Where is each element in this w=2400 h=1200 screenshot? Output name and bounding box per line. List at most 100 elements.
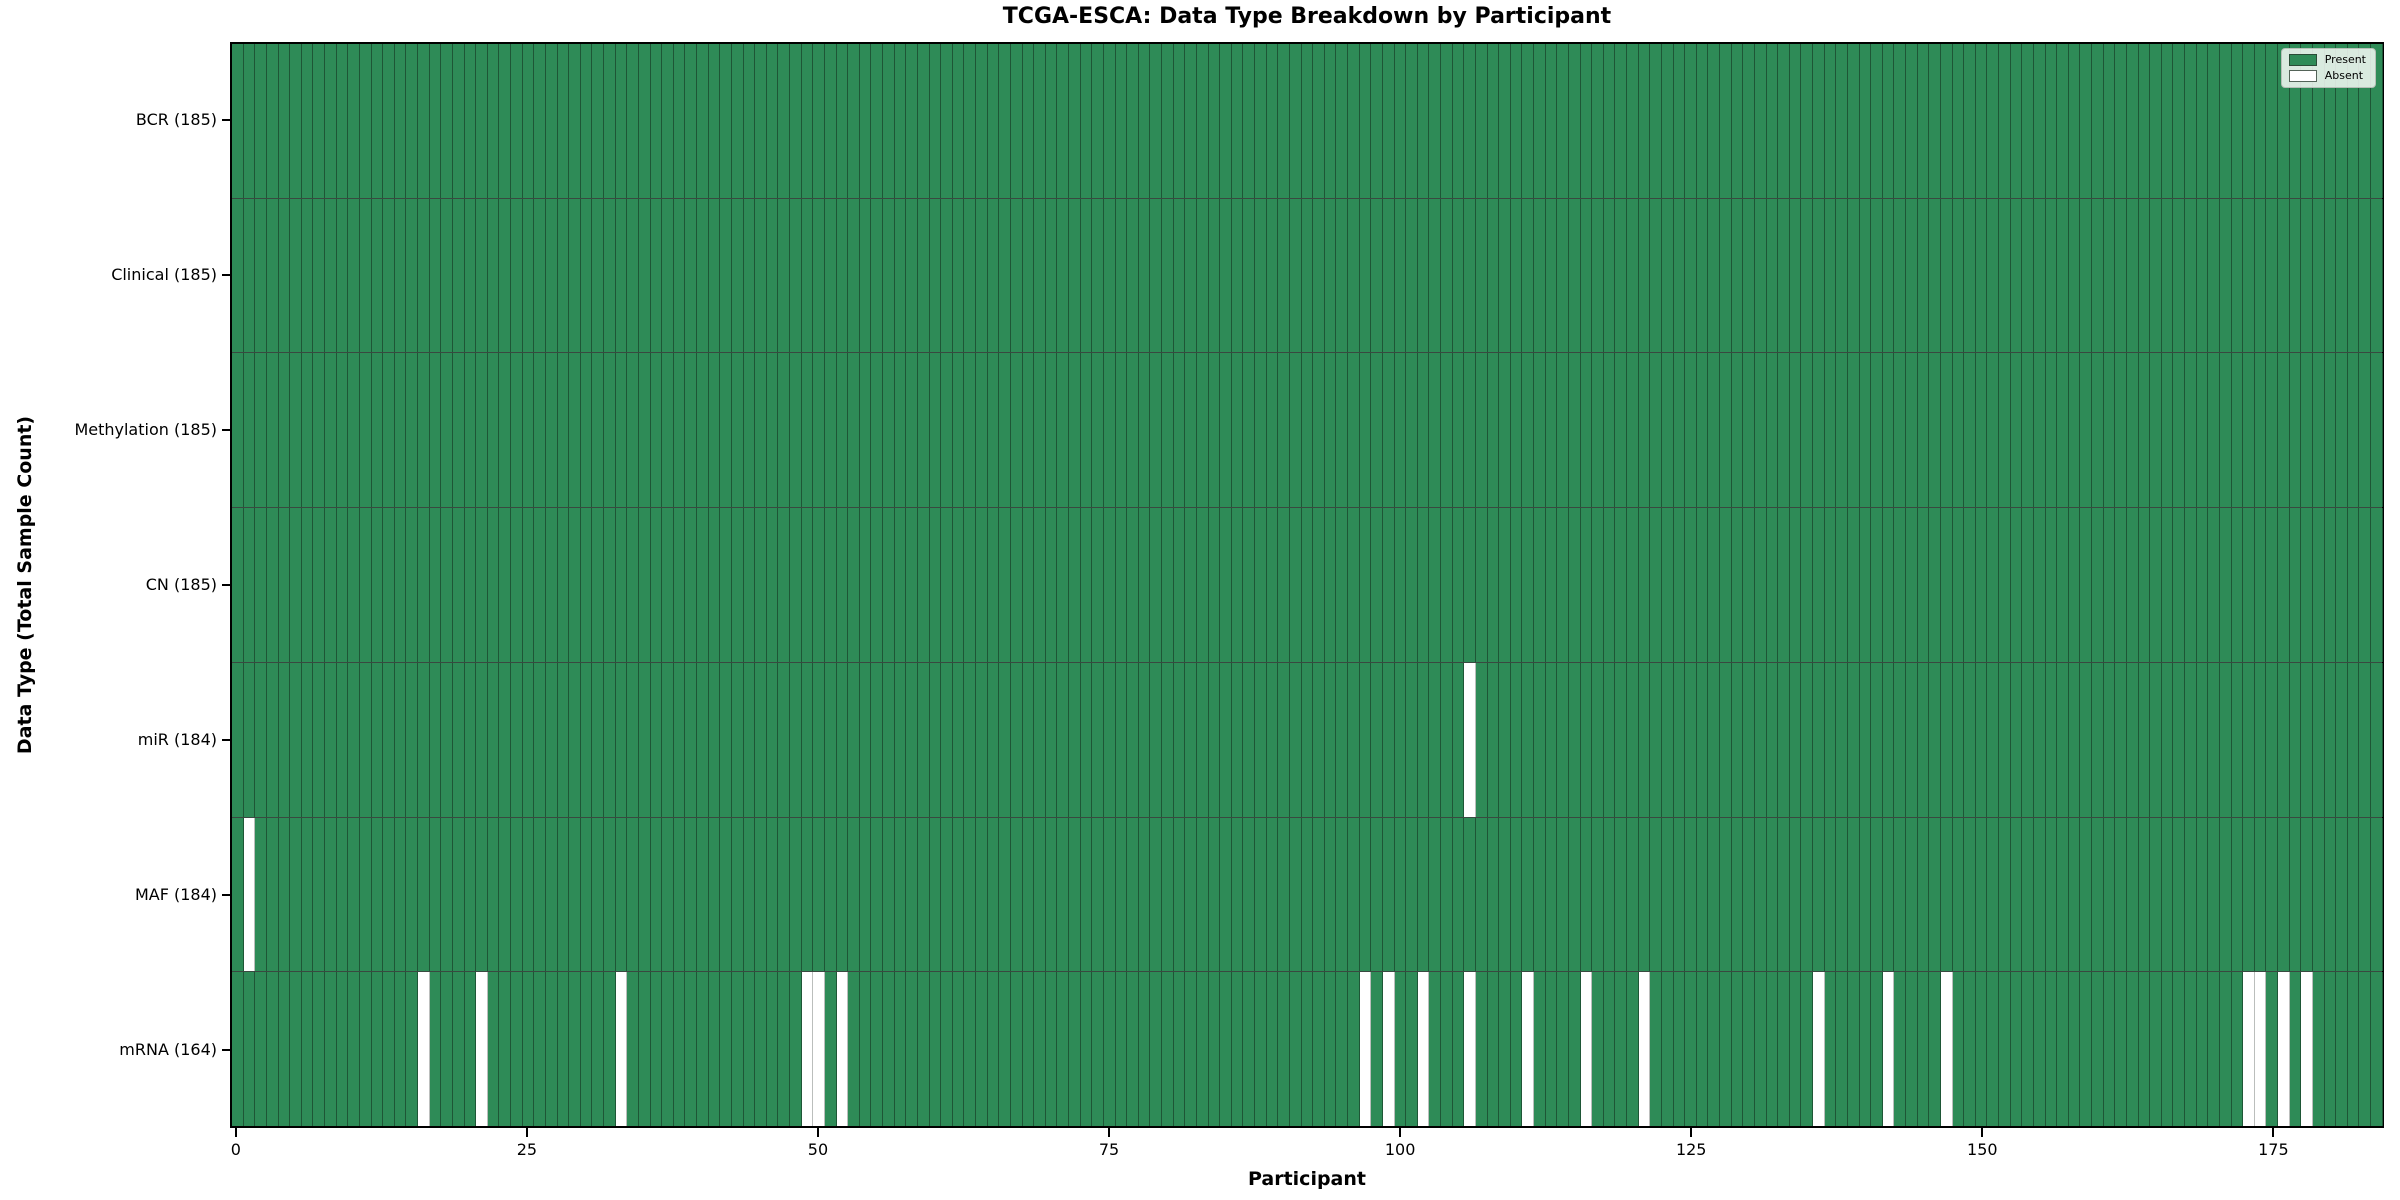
present-cell xyxy=(1010,508,1023,662)
heatmap-row-bcr xyxy=(232,44,2383,199)
present-cell xyxy=(1685,44,1697,198)
present-cell xyxy=(394,817,407,972)
present-cell xyxy=(290,817,302,972)
present-cell xyxy=(894,662,907,817)
present-cell xyxy=(1208,972,1221,1127)
present-cell xyxy=(1743,817,1755,972)
present-cell xyxy=(2347,662,2360,817)
present-cell xyxy=(999,44,1011,198)
present-cell xyxy=(1720,198,1732,353)
present-cell xyxy=(557,353,570,508)
present-cell xyxy=(1464,817,1476,972)
present-cell xyxy=(1185,198,1197,353)
present-cell xyxy=(1859,972,1872,1127)
present-cell xyxy=(1103,353,1116,508)
present-cell xyxy=(2173,353,2185,508)
present-cell xyxy=(1650,817,1662,972)
present-cell xyxy=(1999,508,2011,662)
present-cell xyxy=(1510,508,1523,662)
present-cell xyxy=(545,508,558,662)
y-tick-label: Clinical (185) xyxy=(111,264,217,284)
present-cell xyxy=(964,44,976,198)
present-cell xyxy=(1138,44,1151,198)
present-cell xyxy=(557,972,570,1127)
present-cell xyxy=(1231,198,1244,353)
present-cell xyxy=(2033,44,2046,198)
present-cell xyxy=(2208,44,2220,198)
present-cell xyxy=(766,44,779,198)
present-cell xyxy=(359,972,372,1127)
present-cell xyxy=(1592,817,1604,972)
present-cell xyxy=(1917,817,1930,972)
present-cell xyxy=(883,44,895,198)
absent-cell xyxy=(1417,972,1430,1127)
present-cell xyxy=(1754,662,1767,817)
present-cell xyxy=(743,353,756,508)
present-cell xyxy=(1266,662,1279,817)
present-cell xyxy=(2336,972,2348,1127)
present-cell xyxy=(662,972,674,1127)
present-cell xyxy=(1336,44,1348,198)
present-cell xyxy=(1185,353,1197,508)
present-cell xyxy=(2243,353,2255,508)
present-cell xyxy=(1138,508,1151,662)
present-cell xyxy=(580,817,593,972)
present-cell xyxy=(929,44,942,198)
present-cell xyxy=(1847,353,1860,508)
present-cell xyxy=(2359,817,2371,972)
present-cell xyxy=(848,198,860,353)
present-cell xyxy=(1103,662,1116,817)
present-cell xyxy=(1115,972,1128,1127)
present-cell xyxy=(580,508,593,662)
present-cell xyxy=(638,198,651,353)
present-cell xyxy=(1894,44,1906,198)
present-cell xyxy=(2138,817,2151,972)
present-cell xyxy=(348,972,360,1127)
present-cell xyxy=(1882,508,1895,662)
present-cell xyxy=(1278,508,1290,662)
present-cell xyxy=(1824,44,1837,198)
present-cell xyxy=(232,508,244,662)
present-cell xyxy=(1173,817,1186,972)
present-cell xyxy=(615,353,628,508)
present-cell xyxy=(359,44,372,198)
present-cell xyxy=(1441,817,1453,972)
present-cell xyxy=(1580,353,1593,508)
present-cell xyxy=(1301,44,1314,198)
present-cell xyxy=(1510,817,1523,972)
present-cell xyxy=(1603,817,1616,972)
present-cell xyxy=(499,198,511,353)
absent-cell xyxy=(836,972,849,1127)
present-cell xyxy=(1801,817,1813,972)
present-cell xyxy=(871,44,883,198)
present-cell xyxy=(778,198,790,353)
present-cell xyxy=(1824,817,1837,972)
present-cell xyxy=(1127,44,1139,198)
present-cell xyxy=(313,353,325,508)
present-cell xyxy=(371,44,384,198)
present-cell xyxy=(2033,198,2046,353)
present-cell xyxy=(1871,817,1883,972)
present-cell xyxy=(1220,353,1232,508)
present-cell xyxy=(383,972,395,1127)
present-cell xyxy=(1685,353,1697,508)
present-cell xyxy=(2080,198,2092,353)
present-cell xyxy=(2289,817,2302,972)
present-cell xyxy=(266,353,279,508)
present-cell xyxy=(325,353,337,508)
present-cell xyxy=(1917,353,1930,508)
present-cell xyxy=(2254,508,2267,662)
present-cell xyxy=(1464,508,1476,662)
present-cell xyxy=(1696,44,1709,198)
present-cell xyxy=(1313,44,1325,198)
present-cell xyxy=(1243,972,1255,1127)
present-cell xyxy=(697,508,709,662)
present-cell xyxy=(1022,662,1035,817)
legend-entry-present: Present xyxy=(2288,54,2366,66)
present-cell xyxy=(1289,972,1302,1127)
absent-cell xyxy=(1813,972,1825,1127)
present-cell xyxy=(2057,817,2069,972)
present-cell xyxy=(1301,662,1314,817)
present-cell xyxy=(2312,817,2325,972)
present-cell xyxy=(2278,44,2290,198)
